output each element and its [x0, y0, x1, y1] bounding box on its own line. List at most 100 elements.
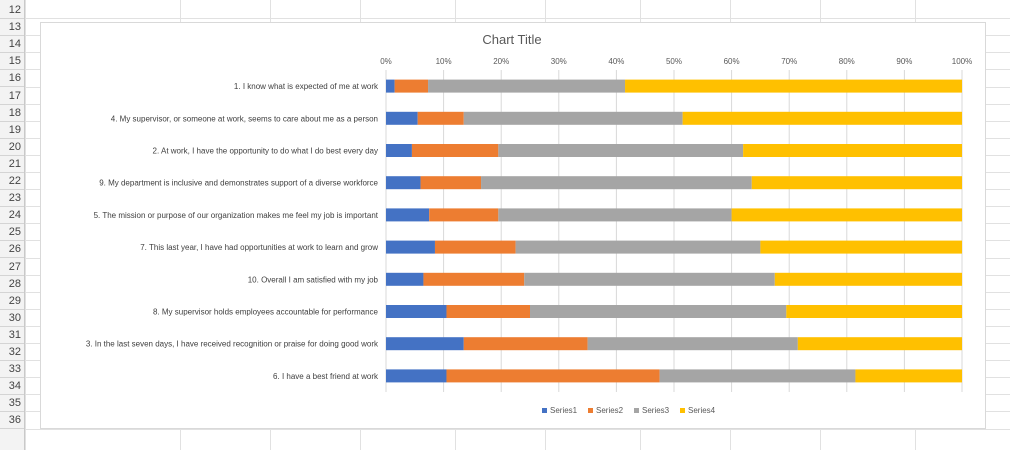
row-header[interactable]: 29 — [0, 293, 24, 310]
row-header[interactable]: 17 — [0, 88, 24, 105]
row-header[interactable]: 25 — [0, 224, 24, 242]
row-header[interactable]: 24 — [0, 207, 24, 225]
gridline-row — [25, 18, 1010, 20]
row-header[interactable]: 20 — [0, 139, 24, 156]
category-labels: 1. I know what is expected of me at work… — [86, 82, 379, 381]
row-headers: 12 13 14 15 16 17 18 19 20 21 22 23 24 25 26 27 28 29 30 31… — [0, 0, 25, 450]
x-tick-label: 0% — [380, 57, 392, 66]
legend: Series1 Series2 Series3 Series4 — [542, 406, 716, 415]
bar-series2-6[interactable] — [434, 240, 516, 254]
row-header[interactable]: 26 — [0, 241, 24, 259]
bar-series2-4[interactable] — [420, 176, 482, 190]
bar-series2-10[interactable] — [446, 369, 660, 383]
category-label: 2. At work, I have the opportunity to do… — [153, 147, 378, 156]
x-tick-label: 50% — [666, 57, 682, 66]
x-tick-label: 40% — [608, 57, 624, 66]
row-header[interactable]: 34 — [0, 378, 24, 396]
x-axis-ticks: 0% 10% 20% 30% 40% 50% 60% 70% 80% 90% 100% — [380, 57, 972, 66]
legend-label[interactable]: Series1 — [550, 406, 578, 415]
row-header[interactable]: 31 — [0, 327, 24, 344]
row-header[interactable]: 27 — [0, 259, 24, 276]
x-tick-label: 70% — [781, 57, 797, 66]
bar-series3-5[interactable] — [498, 208, 732, 222]
category-label: 5. The mission or purpose of our organiz… — [94, 211, 379, 220]
bar-series4-4[interactable] — [751, 176, 962, 190]
bar-series1-3[interactable] — [386, 144, 412, 157]
row-header[interactable]: 36 — [0, 412, 24, 430]
bar-series3-6[interactable] — [515, 240, 761, 254]
bar-series1-1[interactable] — [386, 79, 395, 93]
row-header[interactable]: 28 — [0, 276, 24, 293]
bar-series3-10[interactable] — [659, 369, 856, 383]
row-header[interactable]: 33 — [0, 361, 24, 379]
bar-series1-8[interactable] — [386, 305, 447, 318]
row-header[interactable]: 16 — [0, 70, 24, 88]
legend-label[interactable]: Series2 — [596, 406, 624, 415]
category-label: 4. My supervisor, or someone at work, se… — [111, 114, 378, 123]
x-tick-label: 30% — [551, 57, 567, 66]
x-tick-label: 100% — [952, 57, 972, 66]
legend-swatch[interactable] — [588, 408, 593, 413]
row-header[interactable]: 21 — [0, 156, 24, 173]
bar-series4-10[interactable] — [855, 369, 962, 383]
bar-series4-2[interactable] — [682, 111, 962, 125]
gridline-column — [25, 0, 26, 450]
bar-series3-9[interactable] — [587, 337, 798, 351]
category-label: 3. In the last seven days, I have receiv… — [86, 340, 379, 349]
bar-series2-1[interactable] — [394, 79, 429, 93]
row-header[interactable]: 15 — [0, 53, 24, 71]
category-label: 6. I have a best friend at work — [273, 372, 379, 381]
x-tick-label: 20% — [493, 57, 509, 66]
bar-series4-1[interactable] — [625, 79, 962, 93]
row-header[interactable]: 35 — [0, 395, 24, 413]
bar-series1-5[interactable] — [386, 208, 430, 222]
bar-series3-3[interactable] — [498, 144, 744, 157]
row-header[interactable]: 30 — [0, 310, 24, 327]
row-header[interactable]: 12 — [0, 2, 24, 19]
row-header[interactable]: 23 — [0, 190, 24, 208]
bar-series1-7[interactable] — [386, 272, 424, 286]
legend-swatch[interactable] — [680, 408, 685, 413]
category-label: 7. This last year, I have had opportunit… — [140, 243, 378, 252]
bar-series1-6[interactable] — [386, 240, 435, 254]
row-header[interactable]: 14 — [0, 36, 24, 54]
x-tick-label: 90% — [896, 57, 912, 66]
legend-label[interactable]: Series4 — [688, 406, 716, 415]
legend-swatch[interactable] — [634, 408, 639, 413]
category-label: 8. My supervisor holds employees account… — [153, 308, 379, 317]
row-header[interactable]: 18 — [0, 105, 24, 122]
bar-series2-2[interactable] — [417, 111, 464, 125]
row-header[interactable]: 13 — [0, 19, 24, 37]
chart-title[interactable]: Chart Title — [482, 32, 541, 47]
row-header[interactable]: 32 — [0, 344, 24, 361]
x-tick-label: 80% — [839, 57, 855, 66]
category-label: 10. Overall I am satisfied with my job — [248, 275, 379, 284]
bar-series3-8[interactable] — [530, 305, 787, 318]
bar-series2-5[interactable] — [429, 208, 499, 222]
bar-series2-8[interactable] — [446, 305, 530, 318]
bar-series4-7[interactable] — [774, 272, 962, 286]
bar-series3-7[interactable] — [524, 272, 775, 286]
legend-label[interactable]: Series3 — [642, 406, 670, 415]
bar-series2-3[interactable] — [411, 144, 499, 157]
bar-series4-9[interactable] — [797, 337, 962, 351]
row-header[interactable]: 22 — [0, 173, 24, 190]
bar-series3-4[interactable] — [481, 176, 752, 190]
bar-series1-2[interactable] — [386, 111, 418, 125]
bar-series2-7[interactable] — [423, 272, 525, 286]
bar-series1-10[interactable] — [386, 369, 447, 383]
bar-series4-6[interactable] — [760, 240, 962, 254]
bar-series4-3[interactable] — [743, 144, 962, 157]
bar-series3-2[interactable] — [463, 111, 683, 125]
legend-swatch[interactable] — [542, 408, 547, 413]
bar-series4-5[interactable] — [731, 208, 962, 222]
bar-series3-1[interactable] — [428, 79, 626, 93]
row-header[interactable]: 19 — [0, 122, 24, 139]
bar-series2-9[interactable] — [463, 337, 588, 351]
stacked-bar-chart[interactable]: Chart Title 0% 10% 20% 30% 40% 50% 60% 70% 80% 90… — [40, 22, 986, 429]
bar-series1-9[interactable] — [386, 337, 464, 351]
x-tick-label: 10% — [436, 57, 452, 66]
bar-series4-8[interactable] — [786, 305, 962, 318]
bar-series1-4[interactable] — [386, 176, 421, 190]
